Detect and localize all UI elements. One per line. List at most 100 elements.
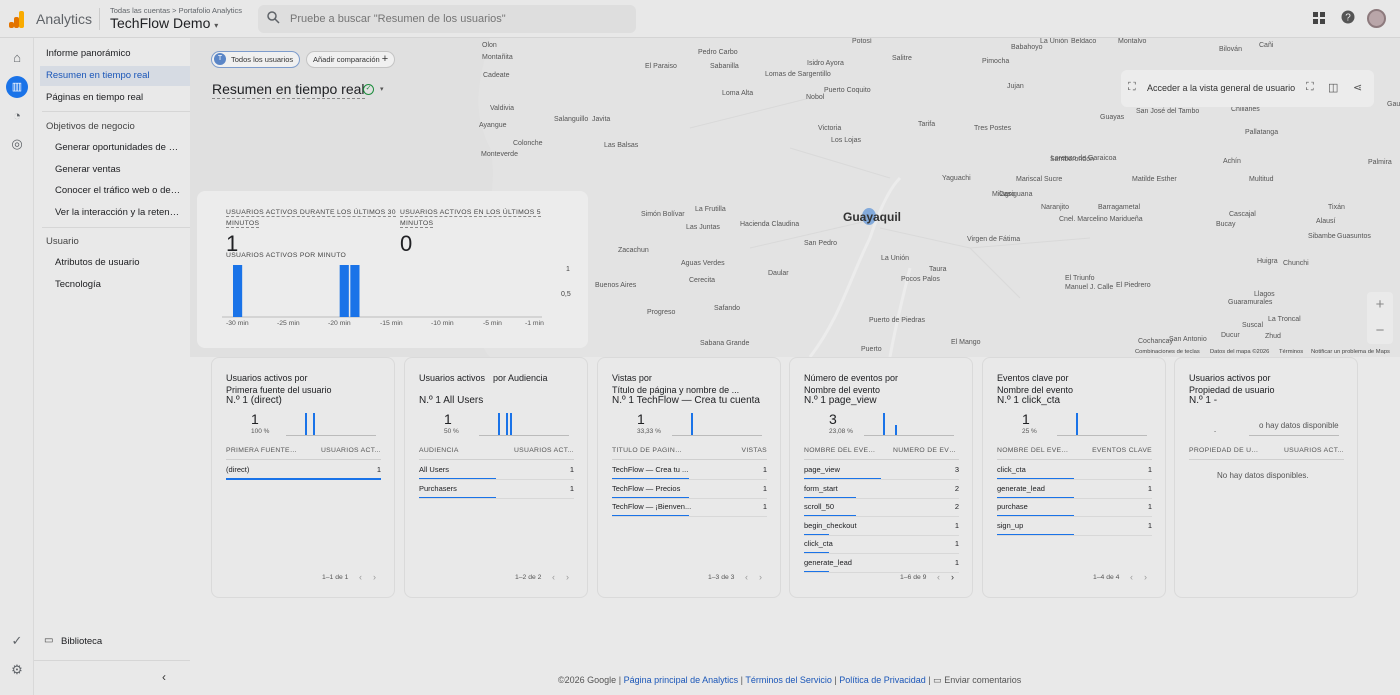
home-icon[interactable]: ⌂ — [13, 50, 21, 65]
share-icon[interactable]: ⋖ — [1353, 82, 1363, 94]
table-row-label[interactable]: begin_checkout — [804, 520, 857, 530]
table-row-label[interactable]: click_cta — [804, 539, 833, 548]
nav-item-realtime-pages[interactable]: Páginas en tiempo real — [46, 92, 144, 103]
dropdown-caret-icon[interactable]: ▾ — [380, 86, 384, 93]
table-row-label[interactable]: generate_lead — [804, 557, 852, 567]
column-header-metric[interactable]: USUARIOS ACT... — [1283, 447, 1344, 454]
map-report-problem-link[interactable]: Notificar un problema de Maps — [1311, 349, 1390, 355]
settings-gear-icon[interactable]: ⚙ — [11, 662, 23, 677]
card-title-metric[interactable]: Eventos clave por — [997, 373, 1069, 383]
column-header-metric[interactable]: VISTAS — [741, 447, 767, 454]
previous-page-button[interactable]: ‹ — [1130, 572, 1133, 582]
table-row-label[interactable]: form_start — [804, 483, 838, 493]
reports-icon[interactable]: ▥ — [6, 76, 28, 98]
nav-item-user-attributes[interactable]: Atributos de usuario — [55, 257, 181, 268]
zoom-in-button[interactable]: + — [1375, 296, 1385, 313]
previous-page-button[interactable]: ‹ — [359, 572, 362, 582]
table-row-label[interactable]: generate_lead — [997, 483, 1045, 493]
column-header-metric[interactable]: EVENTOS CLAVE — [1092, 447, 1152, 454]
status-check-icon[interactable]: ✓ — [363, 84, 374, 95]
card-title-metric[interactable]: Número de eventos por — [804, 373, 899, 383]
minute-bar[interactable] — [339, 265, 349, 317]
column-header-dimension[interactable]: AUDIENCIA — [419, 447, 459, 454]
insights-icon[interactable]: ✓ — [11, 633, 23, 648]
nav-item-traffic[interactable]: Conocer el tráfico web o de a... — [55, 185, 181, 196]
table-row-label[interactable]: TechFlow — ¡Bienven... — [612, 502, 692, 511]
account-selector[interactable]: TechFlow Demo ▾ — [110, 15, 218, 31]
nav-item-generate-leads[interactable]: Generar oportunidades de ve... — [55, 142, 181, 153]
compare-view-icon[interactable]: ◫ — [1328, 82, 1339, 94]
map-keyboard-shortcuts[interactable]: Combinaciones de teclas — [1135, 349, 1200, 355]
minute-bar[interactable] — [350, 265, 360, 317]
collapse-chevron-icon[interactable]: ‹ — [162, 670, 166, 684]
nav-item-engagement[interactable]: Ver la interacción y la retenci... — [55, 207, 181, 218]
card-title-dimension[interactable]: por Audiencia — [493, 373, 548, 383]
nav-item-technology[interactable]: Tecnología — [55, 279, 181, 290]
card-title-dimension[interactable]: Primera fuente del usuario — [226, 385, 332, 395]
zoom-out-button[interactable]: − — [1375, 322, 1385, 339]
column-header-dimension[interactable]: NOMBRE DEL EVENT... — [997, 447, 1069, 454]
footer-link-privacy[interactable]: Política de Privacidad — [839, 675, 926, 685]
table-row-label[interactable]: All Users — [419, 465, 450, 474]
next-page-button[interactable]: › — [373, 572, 376, 582]
nav-item-drive-sales[interactable]: Generar ventas — [55, 164, 181, 175]
card-title-dimension[interactable]: Nombre del evento — [997, 385, 1074, 395]
map-terms-link[interactable]: Términos — [1279, 349, 1304, 355]
breadcrumb[interactable]: Todas las cuentas > Portafolio Analytics — [110, 6, 242, 15]
next-page-button[interactable]: › — [951, 572, 954, 582]
table-row-label[interactable]: purchase — [997, 502, 1028, 511]
breadcrumb-portfolio[interactable]: Portafolio Analytics — [178, 6, 242, 15]
footer-link-terms[interactable]: Términos del Servicio — [745, 675, 832, 685]
previous-page-button[interactable]: ‹ — [745, 572, 748, 582]
column-header-dimension[interactable]: PRIMERA FUENTE ... — [226, 447, 298, 454]
advertising-icon[interactable]: ◎ — [11, 136, 23, 151]
fullscreen-icon[interactable]: ⛶ — [1306, 81, 1314, 93]
column-header-metric[interactable]: NÚMERO DE EVE... — [893, 447, 959, 454]
table-row-label[interactable]: page_view — [804, 465, 840, 474]
card-title-dimension[interactable]: Propiedad de usuario — [1189, 385, 1275, 395]
help-icon[interactable]: ? — [1341, 10, 1355, 27]
table-row-label[interactable]: TechFlow — Crea tu ... — [612, 465, 689, 474]
per-minute-bar-chart[interactable] — [222, 263, 544, 321]
send-feedback-link[interactable]: Enviar comentarios — [944, 675, 1022, 685]
next-page-button[interactable]: › — [1144, 572, 1147, 582]
table-row-label[interactable]: (direct) — [226, 465, 250, 474]
add-comparison-button[interactable]: Añadir comparación + — [306, 51, 396, 68]
previous-page-button[interactable]: ‹ — [552, 572, 555, 582]
minute-bar[interactable] — [233, 265, 243, 317]
user-snapshot-link[interactable]: Acceder a la vista general de usuario — [1147, 83, 1296, 93]
account-avatar[interactable] — [1367, 9, 1386, 28]
all-users-comparison-chip[interactable]: T Todos los usuarios — [211, 51, 301, 68]
card-title-metric[interactable]: Usuarios activos por — [226, 373, 308, 383]
next-page-button[interactable]: › — [566, 572, 569, 582]
apps-grid-icon[interactable] — [1313, 11, 1325, 27]
column-header-dimension[interactable]: NOMBRE DEL EVENT... — [804, 447, 876, 454]
table-row-label[interactable]: sign_up — [997, 520, 1024, 530]
column-header-metric[interactable]: USUARIOS ACT... — [513, 447, 574, 454]
nav-section-user[interactable]: Usuario — [46, 236, 79, 247]
search-bar[interactable]: Pruebe a buscar "Resumen de los usuarios… — [258, 5, 636, 33]
active-user-location-dot[interactable] — [862, 208, 876, 225]
analytics-logo[interactable] — [9, 11, 25, 28]
previous-page-button[interactable]: ‹ — [937, 572, 940, 582]
card-title-metric[interactable]: Usuarios activos por — [1189, 373, 1271, 383]
nav-item-overview[interactable]: Informe panorámico — [46, 48, 131, 59]
footer-link-analytics-home[interactable]: Página principal de Analytics — [623, 675, 739, 685]
card-title-metric[interactable]: Usuarios activos — [419, 373, 486, 383]
nav-item-library[interactable]: Biblioteca — [61, 636, 103, 647]
next-page-button[interactable]: › — [759, 572, 762, 582]
nav-item-realtime-overview[interactable]: Resumen en tiempo real — [46, 70, 150, 81]
table-row-label[interactable]: click_cta — [997, 465, 1026, 474]
explore-icon[interactable]: ◔ — [13, 108, 21, 123]
column-header-metric[interactable]: USUARIOS ACT... — [320, 447, 381, 454]
table-row-label[interactable]: Purchasers — [419, 483, 457, 493]
breadcrumb-all-accounts[interactable]: Todas las cuentas — [110, 6, 171, 15]
table-row-label[interactable]: scroll_50 — [804, 502, 835, 511]
nav-section-business[interactable]: Objetivos de negocio — [46, 121, 135, 132]
card-title-dimension[interactable]: Nombre del evento — [804, 385, 881, 395]
card-title-metric[interactable]: Vistas por — [612, 373, 652, 383]
column-header-dimension[interactable]: TÍTULO DE PÁGINA ... — [612, 447, 684, 454]
column-header-dimension[interactable]: PROPIEDAD DE USU... — [1189, 447, 1261, 454]
card-title-dimension[interactable]: Título de página y nombre de ... — [612, 385, 740, 395]
table-row-label[interactable]: TechFlow — Precios — [612, 483, 681, 493]
